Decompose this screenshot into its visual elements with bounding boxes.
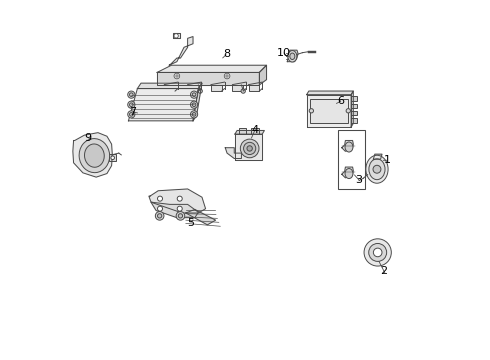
Bar	[351, 104, 357, 108]
Polygon shape	[151, 202, 198, 218]
Text: 6: 6	[338, 96, 344, 106]
Polygon shape	[169, 37, 193, 65]
Polygon shape	[149, 189, 205, 213]
Circle shape	[224, 73, 230, 79]
Polygon shape	[235, 131, 265, 134]
Circle shape	[157, 214, 162, 218]
Bar	[338, 130, 365, 189]
Polygon shape	[235, 134, 262, 160]
Polygon shape	[373, 154, 382, 159]
Ellipse shape	[345, 168, 353, 179]
Circle shape	[198, 89, 202, 93]
Bar	[351, 96, 357, 101]
Bar	[351, 111, 357, 116]
Bar	[248, 85, 259, 91]
Ellipse shape	[79, 139, 110, 173]
Polygon shape	[137, 83, 202, 89]
Text: 9: 9	[84, 133, 92, 143]
Ellipse shape	[373, 165, 381, 173]
Circle shape	[174, 34, 178, 38]
Ellipse shape	[366, 155, 388, 183]
Bar	[310, 99, 347, 123]
Text: 3: 3	[356, 175, 363, 185]
Circle shape	[192, 113, 196, 116]
Polygon shape	[287, 50, 298, 62]
Circle shape	[157, 206, 163, 211]
Polygon shape	[342, 167, 353, 178]
Circle shape	[192, 103, 196, 107]
Circle shape	[191, 111, 197, 118]
Bar	[109, 154, 116, 161]
Polygon shape	[128, 89, 198, 121]
Polygon shape	[307, 95, 351, 127]
Circle shape	[191, 91, 197, 98]
Polygon shape	[157, 65, 267, 72]
Circle shape	[128, 111, 135, 118]
Circle shape	[129, 103, 133, 107]
Ellipse shape	[240, 139, 259, 158]
Bar	[351, 118, 357, 123]
Circle shape	[177, 206, 182, 211]
Circle shape	[192, 93, 196, 96]
Circle shape	[373, 248, 382, 257]
Circle shape	[129, 93, 133, 96]
Circle shape	[176, 212, 185, 220]
Polygon shape	[342, 140, 353, 151]
Bar	[239, 128, 246, 134]
Circle shape	[364, 239, 392, 266]
Bar	[232, 85, 243, 91]
Circle shape	[309, 109, 314, 113]
Polygon shape	[73, 133, 112, 177]
Circle shape	[111, 156, 115, 159]
Bar	[164, 85, 175, 91]
Circle shape	[346, 109, 350, 113]
Ellipse shape	[345, 142, 353, 152]
Circle shape	[128, 101, 135, 108]
Polygon shape	[172, 33, 180, 39]
Circle shape	[129, 113, 133, 116]
Circle shape	[178, 214, 183, 218]
Circle shape	[191, 101, 197, 108]
Circle shape	[177, 196, 182, 201]
Text: 1: 1	[384, 155, 391, 165]
Text: 7: 7	[129, 107, 137, 117]
Ellipse shape	[244, 142, 256, 154]
Ellipse shape	[84, 144, 104, 167]
Circle shape	[174, 73, 180, 79]
Circle shape	[157, 196, 163, 201]
Polygon shape	[186, 210, 216, 225]
Text: 8: 8	[223, 49, 230, 59]
Bar	[211, 85, 221, 91]
Polygon shape	[157, 72, 259, 85]
Circle shape	[155, 212, 164, 220]
Text: 5: 5	[187, 218, 194, 228]
Polygon shape	[259, 65, 267, 85]
Text: 4: 4	[251, 125, 259, 135]
Bar	[188, 85, 198, 91]
Bar	[251, 128, 259, 134]
Circle shape	[241, 89, 245, 93]
Polygon shape	[193, 83, 202, 121]
Text: 10: 10	[277, 48, 291, 58]
Ellipse shape	[288, 50, 297, 62]
Polygon shape	[351, 91, 353, 127]
Ellipse shape	[247, 146, 252, 151]
Polygon shape	[307, 91, 353, 95]
Polygon shape	[225, 148, 242, 158]
Circle shape	[368, 243, 387, 261]
Circle shape	[128, 91, 135, 98]
Ellipse shape	[369, 159, 385, 180]
Ellipse shape	[290, 53, 295, 59]
Text: 2: 2	[381, 266, 388, 276]
